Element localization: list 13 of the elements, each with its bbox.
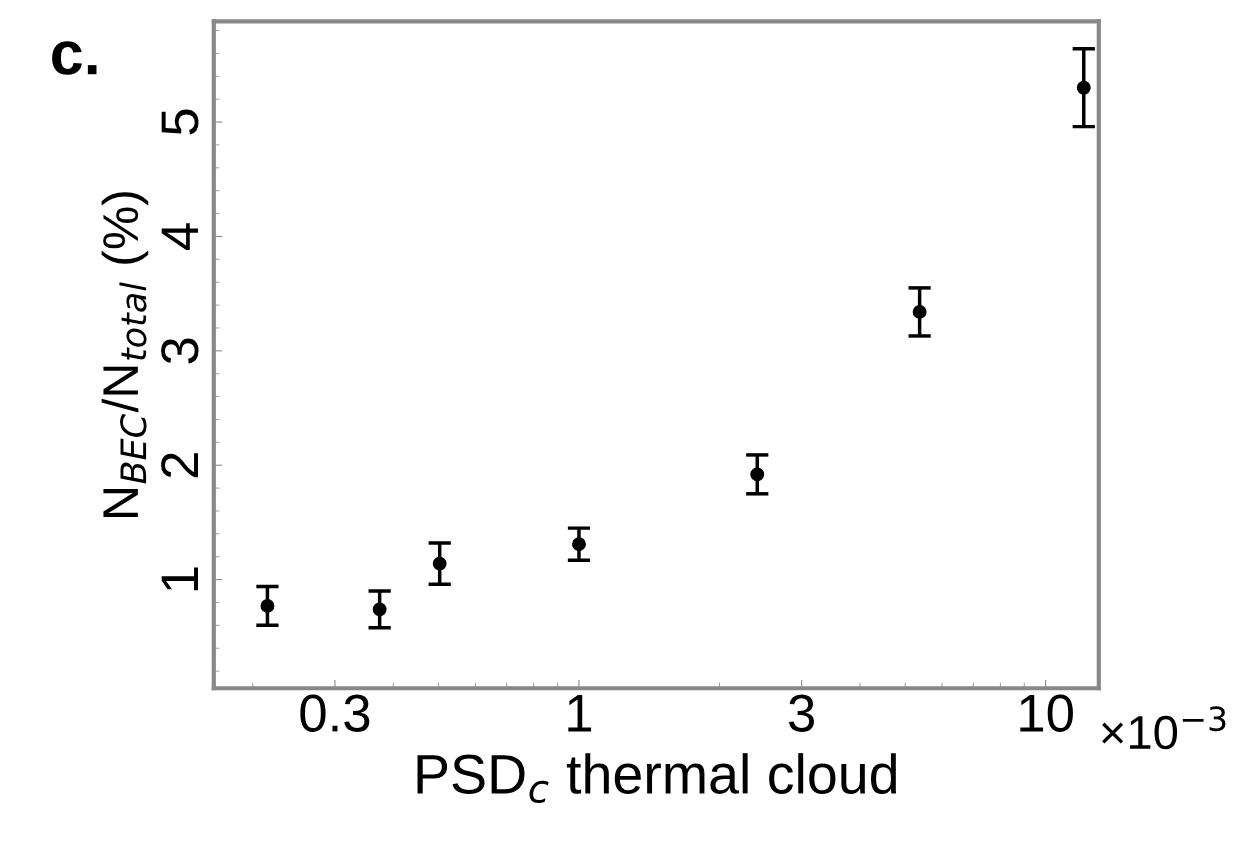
x-tick-label: 10 (1020, 694, 1073, 732)
y-tick-label: 2 (161, 453, 198, 478)
y-tick-label: 3 (161, 338, 199, 364)
y-tick-label: 1 (161, 567, 198, 591)
y-tick-label: 4 (161, 223, 198, 250)
x-tick-label: 0.3 (300, 694, 370, 732)
x-axis-title: PSD$_{c}$ thermal cloud (417, 753, 896, 804)
y-tick-label: 5 (161, 109, 199, 135)
y-axis-title: N$_{BEC}$/N$_{total}$ (%) (101, 192, 149, 517)
x-tick-label: 1 (568, 695, 592, 732)
text: c. (52, 41, 97, 75)
text: ×10$^{−3}$ (1102, 706, 1226, 750)
x-tick-label: 3 (788, 694, 814, 732)
